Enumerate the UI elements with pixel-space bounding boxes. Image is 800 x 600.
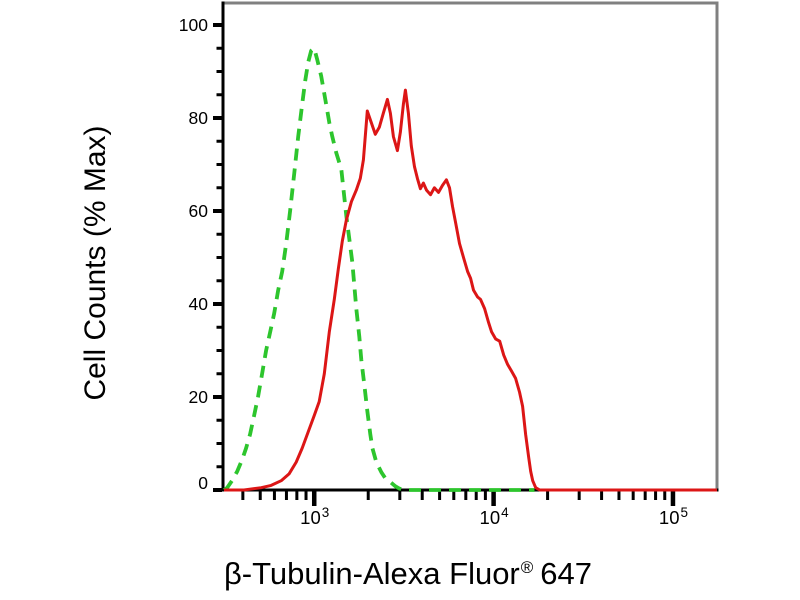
y-tick-label-100: 100: [178, 15, 208, 35]
y-axis-title: Cell Counts (% Max): [79, 125, 112, 401]
x-axis-title: β-Tubulin-Alexa Fluor® 647: [208, 553, 608, 595]
x-tick-base: 10: [658, 507, 680, 528]
x-axis-title-suffix: 647: [540, 556, 593, 591]
x-tick-label-10e5: 105: [643, 505, 703, 529]
y-tick-label-0: 0: [198, 473, 208, 493]
x-tick-label-10e4: 104: [464, 505, 524, 529]
x-tick-label-10e3: 103: [284, 505, 344, 529]
y-tick-label-40: 40: [188, 294, 208, 314]
x-tick-exponent: 5: [680, 505, 688, 520]
x-axis-title-text: β-Tubulin-Alexa Fluor: [223, 556, 520, 591]
y-tick-label-20: 20: [188, 387, 208, 407]
registered-trademark-symbol: ®: [520, 558, 534, 577]
x-tick-exponent: 4: [501, 505, 509, 520]
x-tick-exponent: 3: [321, 505, 330, 520]
red-solid-stained-curve: [224, 88, 717, 492]
x-tick-base: 10: [300, 507, 321, 528]
x-tick-base: 10: [479, 507, 501, 528]
y-tick-label-60: 60: [188, 201, 208, 221]
green-dashed-control-curve: [223, 46, 535, 492]
y-tick-label-80: 80: [188, 108, 208, 128]
